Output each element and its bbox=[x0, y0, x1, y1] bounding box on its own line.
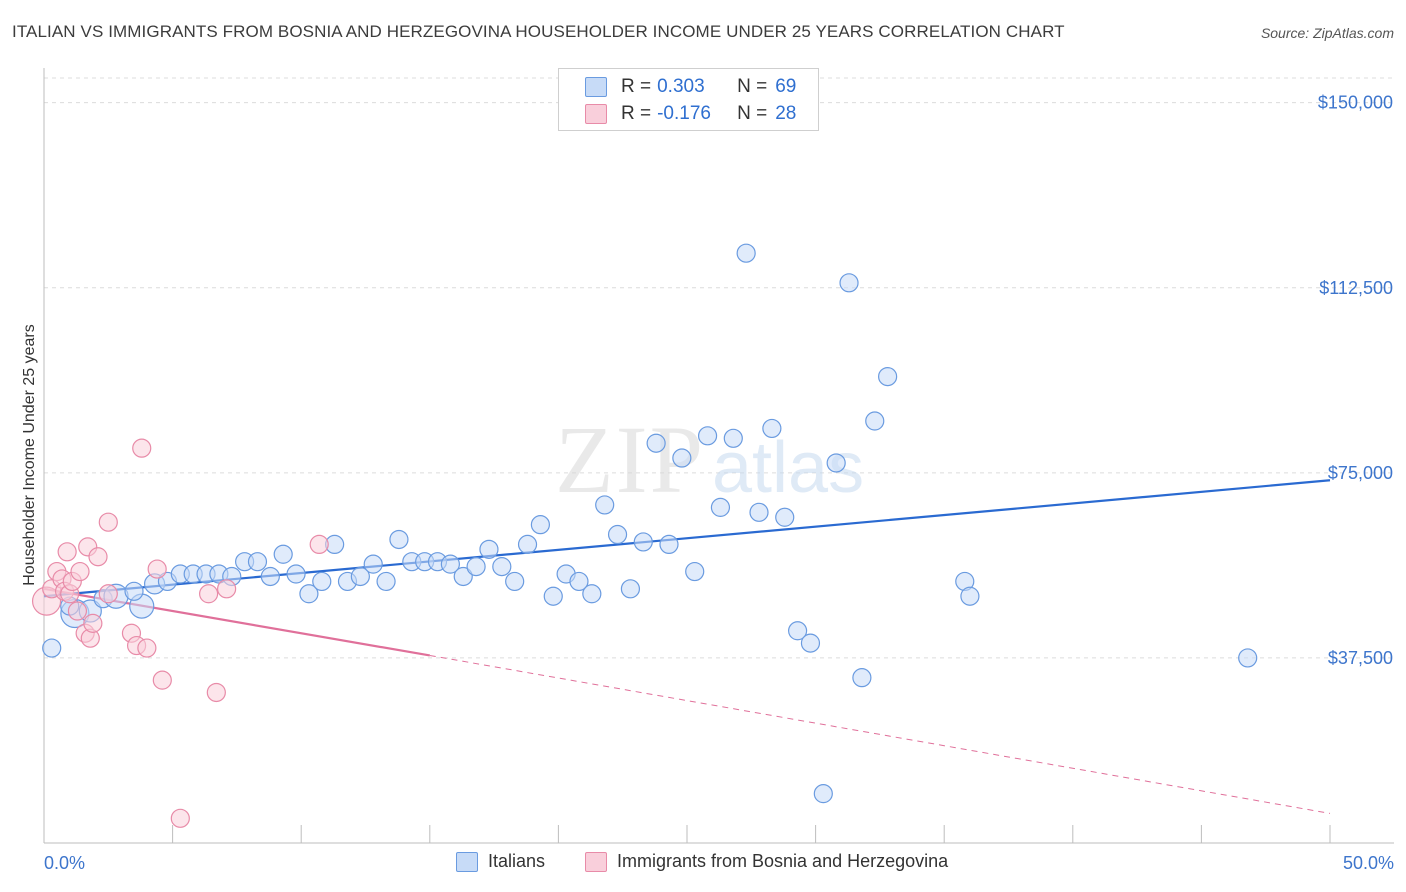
x-tick-label-left: 0.0% bbox=[44, 853, 85, 873]
legend-row-bosnia: R = -0.176 N = 28 bbox=[585, 102, 796, 126]
legend-n-value: 28 bbox=[775, 103, 797, 124]
point-italians bbox=[607, 524, 628, 545]
point-italians bbox=[569, 571, 589, 592]
legend-n-label: N = bbox=[737, 76, 768, 97]
point-bosnia bbox=[132, 438, 152, 458]
point-italians bbox=[286, 564, 306, 584]
point-bosnia bbox=[217, 579, 237, 599]
point-italians bbox=[878, 366, 898, 387]
point-italians bbox=[646, 433, 666, 453]
point-italians bbox=[620, 579, 641, 599]
point-italians bbox=[543, 586, 563, 606]
point-italians bbox=[124, 581, 144, 601]
point-italians bbox=[453, 566, 473, 587]
point-italians bbox=[479, 539, 499, 559]
legend-r-value: -0.176 bbox=[657, 103, 711, 124]
point-italians bbox=[440, 554, 460, 574]
chart-title: ITALIAN VS IMMIGRANTS FROM BOSNIA AND HE… bbox=[12, 22, 1065, 41]
point-italians bbox=[492, 557, 512, 577]
point-italians bbox=[633, 532, 653, 552]
point-bosnia bbox=[98, 512, 118, 532]
legend-swatch-blue bbox=[456, 851, 478, 872]
legend-n-value: 69 bbox=[775, 76, 797, 97]
point-bosnia bbox=[57, 542, 77, 562]
point-bosnia bbox=[137, 638, 157, 658]
legend-item-italians[interactable]: Italians bbox=[456, 851, 545, 872]
point-bosnia bbox=[98, 584, 118, 604]
point-italians bbox=[350, 566, 370, 587]
point-italians bbox=[762, 418, 782, 439]
point-italians bbox=[505, 571, 525, 592]
point-italians bbox=[723, 428, 743, 448]
point-italians bbox=[685, 561, 705, 582]
point-bosnia bbox=[83, 613, 103, 633]
point-italians bbox=[736, 243, 756, 263]
point-bosnia bbox=[67, 601, 88, 621]
legend-row-italians: R = 0.303 N = 69 bbox=[585, 75, 796, 99]
legend-r-label: R = bbox=[621, 76, 652, 97]
point-italians bbox=[517, 534, 538, 555]
source-label: Source: ZipAtlas.com bbox=[1260, 25, 1394, 41]
point-italians bbox=[710, 497, 731, 517]
legend-swatch-pink bbox=[585, 851, 607, 872]
trend-lines bbox=[43, 479, 1331, 814]
point-bosnia bbox=[206, 682, 226, 703]
legend-label-bosnia: Immigrants from Bosnia and Herzegovina bbox=[617, 851, 949, 871]
correlation-legend: R = 0.303 N = 69 R = -0.176 N = 28 bbox=[558, 68, 819, 131]
point-bosnia bbox=[88, 547, 108, 567]
point-italians bbox=[697, 426, 718, 446]
point-italians bbox=[659, 534, 679, 555]
legend-label-italians: Italians bbox=[488, 851, 546, 871]
legend-item-bosnia[interactable]: Immigrants from Bosnia and Herzegovina bbox=[585, 851, 948, 872]
trend-line-bosnia-extension bbox=[429, 654, 1331, 814]
point-italians bbox=[826, 453, 846, 473]
point-italians bbox=[376, 571, 396, 592]
y-tick-label: $150,000 bbox=[1318, 93, 1393, 113]
point-italians bbox=[813, 784, 833, 804]
point-italians bbox=[787, 621, 808, 641]
point-bosnia bbox=[309, 534, 329, 555]
legend-r-label: R = bbox=[621, 103, 652, 124]
point-italians bbox=[800, 633, 821, 653]
point-italians bbox=[672, 448, 692, 468]
point-italians bbox=[852, 668, 872, 688]
point-bosnia bbox=[147, 559, 167, 579]
point-italians bbox=[595, 495, 615, 515]
point-italians bbox=[749, 502, 769, 522]
point-italians bbox=[260, 566, 280, 587]
y-tick-label: $112,500 bbox=[1319, 278, 1393, 298]
point-italians bbox=[530, 515, 550, 535]
legend-n-label: N = bbox=[737, 103, 768, 124]
y-tick-label: $75,000 bbox=[1328, 463, 1393, 483]
series-legend: Italians Immigrants from Bosnia and Herz… bbox=[0, 851, 1406, 877]
data-points bbox=[31, 243, 1258, 828]
point-italians bbox=[582, 584, 602, 604]
point-italians bbox=[247, 552, 268, 572]
x-tick-label-right: 50.0% bbox=[1343, 853, 1394, 873]
point-bosnia bbox=[199, 584, 219, 604]
point-bosnia bbox=[152, 670, 172, 690]
point-italians bbox=[42, 638, 62, 658]
axes bbox=[43, 68, 1394, 844]
point-bosnia bbox=[70, 561, 90, 582]
trend-line-italians bbox=[43, 479, 1331, 598]
point-italians bbox=[312, 571, 332, 592]
point-italians bbox=[363, 554, 383, 574]
y-tick-label: $37,500 bbox=[1328, 648, 1393, 668]
point-bosnia bbox=[170, 808, 190, 828]
point-italians bbox=[299, 584, 319, 604]
point-italians bbox=[960, 586, 980, 606]
legend-swatch-pink bbox=[585, 104, 607, 124]
point-italians bbox=[865, 411, 885, 431]
point-italians bbox=[389, 529, 409, 550]
point-italians bbox=[273, 544, 293, 564]
point-italians bbox=[775, 507, 795, 527]
legend-r-value: 0.303 bbox=[657, 76, 705, 97]
point-italians bbox=[466, 557, 486, 577]
tick-labels: $37,500 $75,000 $112,500 $150,000 0.0% 50.0% bbox=[44, 93, 1394, 873]
point-italians bbox=[839, 273, 859, 293]
point-italians bbox=[1238, 648, 1258, 668]
legend-swatch-blue bbox=[585, 77, 607, 97]
